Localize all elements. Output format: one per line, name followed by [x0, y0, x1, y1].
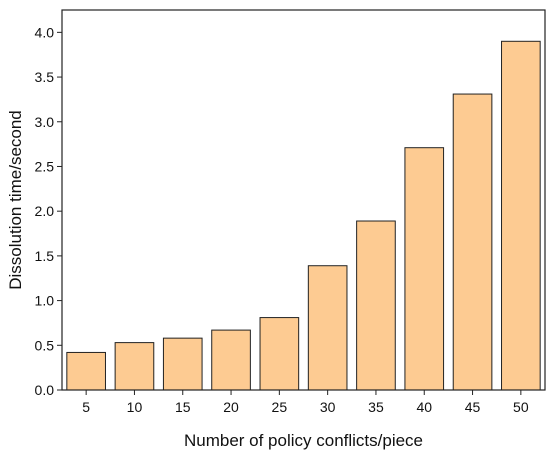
bars-group: [66, 40, 541, 391]
y-tick-label: 0.5: [35, 337, 55, 353]
y-axis-label: Dissolution time/second: [6, 110, 25, 290]
x-axis-label: Number of policy conflicts/piece: [184, 431, 423, 450]
y-tick-label: 3.5: [35, 69, 55, 85]
bar-10: [114, 342, 155, 391]
x-tick-label: 5: [82, 399, 90, 415]
y-tick-label: 0.0: [35, 382, 55, 398]
x-axis: 5 10 15 20 25 30 35 40 45 50: [82, 390, 529, 415]
bar-40: [404, 147, 445, 391]
y-tick-label: 2.0: [35, 203, 55, 219]
y-tick-label: 1.0: [35, 293, 55, 309]
bar-30: [307, 265, 348, 391]
y-tick-label: 2.5: [35, 158, 55, 174]
x-tick-label: 10: [127, 399, 143, 415]
bar-15: [162, 337, 203, 391]
bar-5: [66, 351, 106, 391]
x-tick-label: 35: [368, 399, 384, 415]
x-tick-label: 30: [320, 399, 336, 415]
y-axis: 0.0 0.5 1.0 1.5 2.0 2.5 3.0 3.5 4.0: [35, 24, 62, 398]
bar-25: [259, 317, 300, 391]
x-tick-label: 40: [416, 399, 432, 415]
bar-50: [501, 40, 541, 391]
x-tick-label: 50: [513, 399, 529, 415]
x-tick-label: 25: [272, 399, 288, 415]
bar-45: [452, 93, 493, 391]
y-tick-label: 1.5: [35, 248, 55, 264]
bar-20: [211, 329, 251, 391]
bar-35: [356, 220, 396, 391]
x-tick-label: 45: [465, 399, 481, 415]
x-tick-label: 15: [175, 399, 191, 415]
y-tick-label: 3.0: [35, 114, 55, 130]
x-tick-label: 20: [223, 399, 239, 415]
y-tick-label: 4.0: [35, 24, 55, 40]
plot-frame: [61, 9, 546, 391]
